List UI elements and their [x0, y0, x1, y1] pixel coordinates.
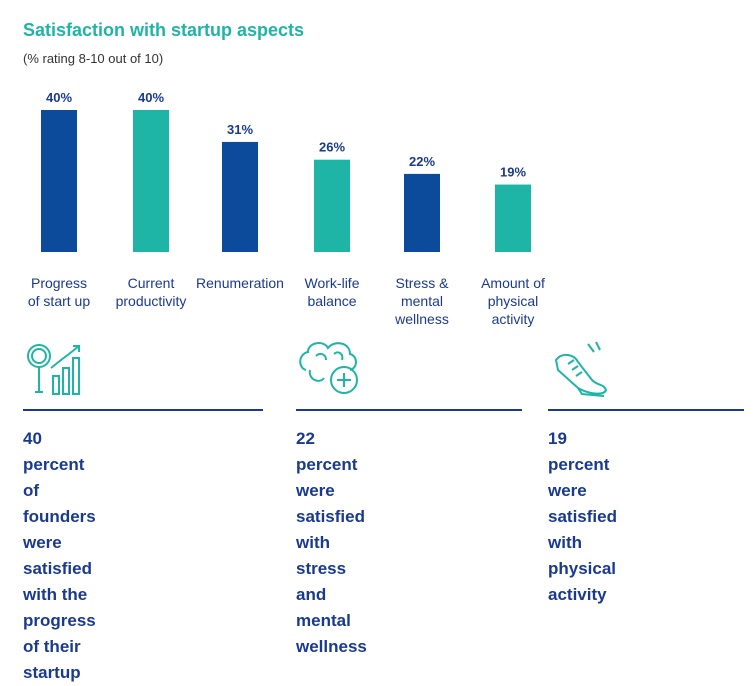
bar-4	[404, 173, 440, 252]
bar-value-label-2: 31%	[227, 122, 253, 137]
chart-subtitle: (% rating 8-10 out of 10)	[23, 51, 164, 66]
stat-text: 22 percent were satisfied with stress an…	[296, 429, 367, 656]
bar-5	[495, 184, 531, 252]
category-label-5: Amount of physical activity	[481, 275, 545, 327]
stat-block-stress: 22 percent were satisfied with stress an…	[296, 340, 522, 656]
brain-plus-icon	[299, 342, 358, 394]
bar-3	[314, 159, 350, 252]
stat-block-progress: 40 percent of founders were satisfied wi…	[23, 340, 263, 682]
category-label-1: Current productivity	[116, 275, 187, 309]
bar-value-label-1: 40%	[138, 90, 164, 105]
bar-0	[41, 110, 77, 252]
bar-1	[133, 110, 169, 252]
stat-text: 19 percent were satisfied with physical …	[548, 429, 617, 604]
bar-2	[222, 141, 258, 252]
stat-divider	[548, 409, 744, 411]
stat-text: 40 percent of founders were satisfied wi…	[23, 429, 96, 682]
category-label-4: Stress & mental wellness	[394, 275, 449, 327]
bar-value-label-3: 26%	[319, 140, 345, 155]
bar-value-label-4: 22%	[409, 154, 435, 169]
bar-chart: 40% Progress of start up 40% Current producti…	[28, 90, 545, 327]
stat-block-activity: 19 percent were satisfied with physical …	[548, 340, 744, 604]
magnifier-growth-chart-icon	[27, 344, 80, 395]
stat-divider	[296, 409, 522, 411]
category-label-2: Renumeration	[196, 275, 284, 291]
bar-value-label-5: 19%	[500, 165, 526, 180]
chart-title: Satisfaction with startup aspects	[23, 20, 305, 40]
running-shoe-icon	[554, 341, 608, 397]
stat-divider	[23, 409, 263, 411]
bar-value-label-0: 40%	[46, 90, 72, 105]
category-label-3: Work-life balance	[305, 275, 360, 309]
category-label-0: Progress of start up	[28, 275, 90, 309]
